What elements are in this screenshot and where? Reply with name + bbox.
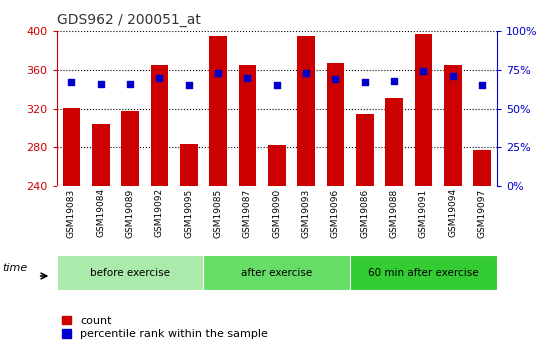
Point (331, 77, 340, 82)
Point (361, 79, 369, 85)
Bar (356, 114, 374, 186)
Bar (151, 65, 168, 186)
Text: GSM19083: GSM19083 (67, 188, 76, 238)
Text: GSM19086: GSM19086 (360, 188, 369, 238)
Point (214, 70, 222, 76)
Point (184, 82, 193, 88)
Text: before exercise: before exercise (90, 268, 170, 277)
Point (126, 81, 134, 87)
Bar (63, 108, 80, 186)
Point (155, 75, 164, 80)
Bar (327, 63, 344, 186)
Bar (204, 255, 350, 290)
Point (67, 79, 76, 85)
Text: GSM19089: GSM19089 (125, 188, 134, 238)
Text: GSM19093: GSM19093 (301, 188, 310, 238)
Point (273, 82, 281, 88)
Text: after exercise: after exercise (241, 268, 312, 277)
Text: time: time (3, 263, 28, 273)
Text: GSM19096: GSM19096 (331, 188, 340, 238)
Point (419, 69, 428, 74)
Bar (386, 98, 403, 186)
Text: GDS962 / 200051_at: GDS962 / 200051_at (57, 13, 200, 27)
Point (478, 82, 487, 88)
Bar (92, 124, 110, 186)
Bar (122, 111, 139, 186)
Bar (268, 145, 286, 186)
Text: GSM19094: GSM19094 (448, 188, 457, 237)
Text: GSM19097: GSM19097 (478, 188, 487, 238)
Bar (57, 255, 204, 290)
Text: GSM19085: GSM19085 (214, 188, 222, 238)
Text: GSM19088: GSM19088 (390, 188, 399, 238)
Point (243, 75, 252, 80)
Bar (239, 65, 256, 186)
Point (302, 70, 310, 76)
Point (96, 81, 105, 87)
Text: GSM19087: GSM19087 (243, 188, 252, 238)
Bar (444, 65, 462, 186)
Point (448, 73, 457, 79)
Text: GSM19091: GSM19091 (419, 188, 428, 238)
Legend: count, percentile rank within the sample: count, percentile rank within the sample (62, 316, 268, 339)
Text: GSM19095: GSM19095 (184, 188, 193, 238)
Bar (298, 36, 315, 186)
Text: GSM19092: GSM19092 (155, 188, 164, 237)
Bar (415, 34, 432, 186)
Text: 60 min after exercise: 60 min after exercise (368, 268, 479, 277)
Point (390, 78, 399, 83)
Bar (180, 144, 198, 186)
Bar (474, 150, 491, 186)
Text: GSM19084: GSM19084 (96, 188, 105, 237)
Bar (210, 36, 227, 186)
Bar (350, 255, 497, 290)
Text: GSM19090: GSM19090 (272, 188, 281, 238)
